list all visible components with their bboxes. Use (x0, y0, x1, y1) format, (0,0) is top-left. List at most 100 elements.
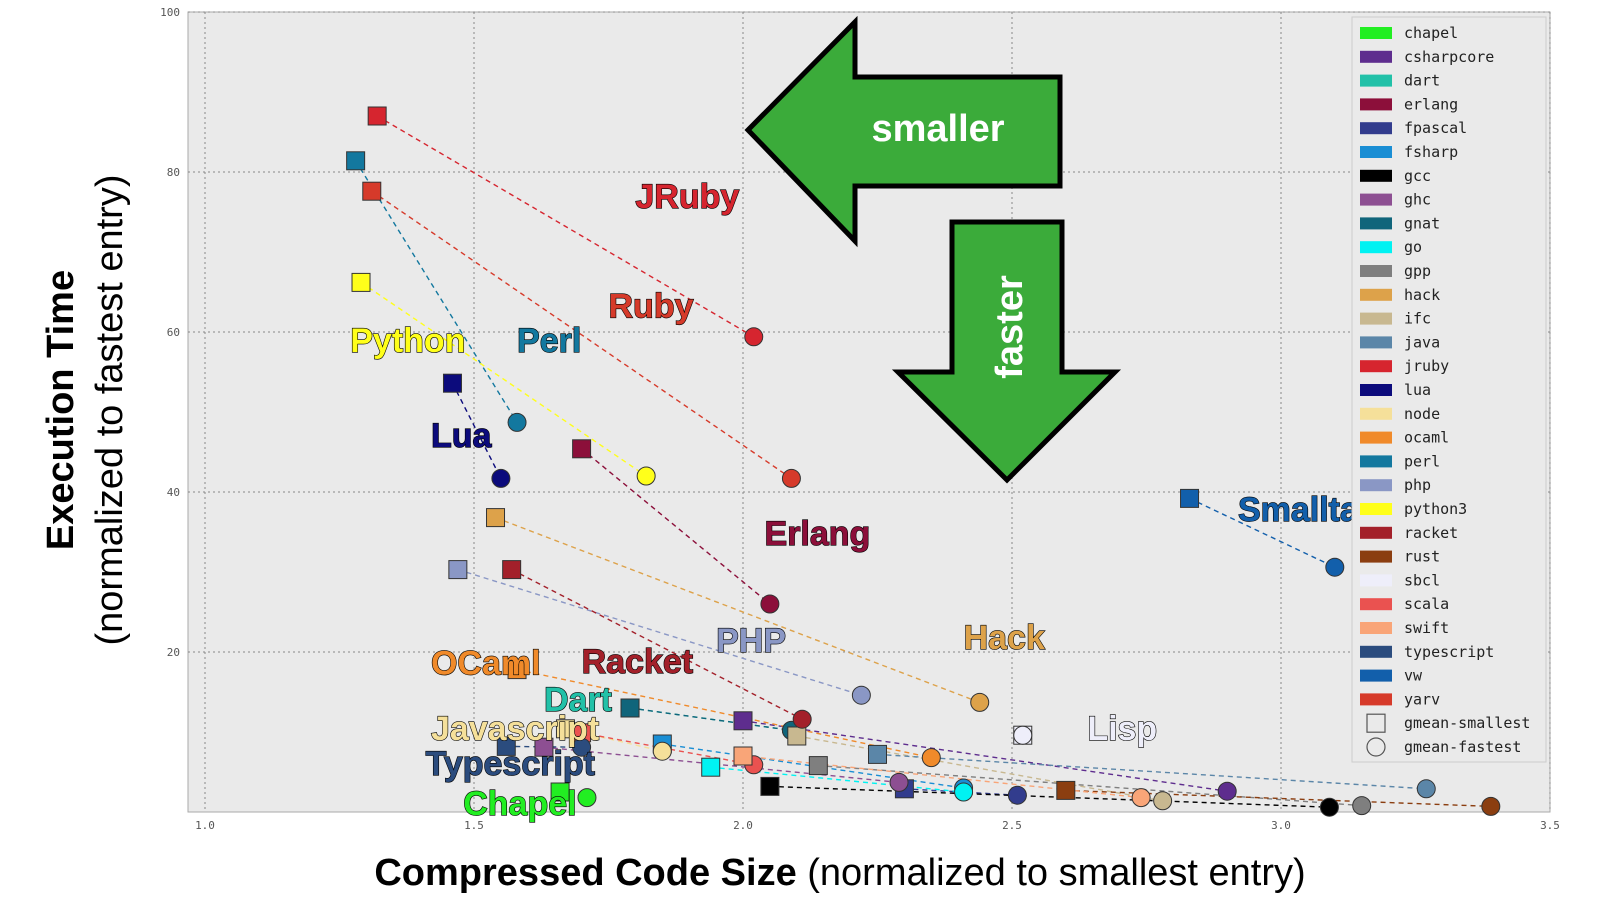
connector-gpp (818, 764, 1362, 807)
label-jruby: JRuby (635, 178, 739, 216)
legend-swatch-gpp (1360, 265, 1392, 277)
connector-perl (355, 160, 518, 423)
legend-label-gpp: gpp (1404, 262, 1431, 280)
point-fastest-python3 (636, 466, 656, 486)
x-tick-label: 3.0 (1271, 819, 1291, 832)
point-fastest-rust (1481, 796, 1501, 816)
legend-swatch-perl (1360, 455, 1392, 468)
legend-label-scala: scala (1404, 595, 1449, 613)
connector-go (710, 766, 964, 793)
smaller-arrow-shape (744, 15, 1063, 248)
point-fastest-lua (491, 468, 511, 488)
series-connectors (355, 115, 1491, 808)
legend-label-jruby: jruby (1404, 357, 1449, 375)
point-fastest-ifc (1153, 791, 1173, 811)
smaller-arrow-label: smaller (871, 108, 1004, 150)
point-fastest-ocaml (921, 748, 941, 768)
legend-swatch-java (1360, 336, 1392, 349)
legend-label-fpascal: fpascal (1404, 119, 1467, 137)
point-smallest-java (868, 744, 887, 764)
point-fastest-gpp (1352, 796, 1372, 816)
legend-label-ocaml: ocaml (1404, 429, 1449, 447)
y-axis-ticks: 20 40 60 80 100 (160, 6, 180, 659)
point-fastest-perl (507, 412, 527, 432)
label-dart: Dart (544, 681, 612, 719)
legend-label-python3: python3 (1404, 500, 1467, 518)
legend-label-sbcl: sbcl (1404, 571, 1440, 589)
point-fastest-java (1416, 779, 1436, 799)
legend-marker-circle (1366, 737, 1386, 757)
legend-label-dart: dart (1404, 72, 1440, 90)
point-fastest-chapel (577, 788, 597, 808)
point-smallest-perl (346, 151, 366, 171)
connector-python3 (360, 281, 647, 477)
legend-swatch-chapel (1360, 27, 1392, 39)
legend-marker-square (1366, 713, 1386, 733)
point-smallest-hack (486, 508, 506, 528)
legend-label-fsharp: fsharp (1404, 143, 1458, 161)
legend-swatch-csharpcore (1360, 50, 1392, 63)
connector-gcc (769, 785, 1330, 808)
connector-ghc (543, 746, 900, 784)
legend-label-chapel: chapel (1404, 24, 1458, 42)
label-lisp: Lisp (1087, 710, 1157, 748)
label-typescript: Typescript (426, 745, 595, 783)
legend-swatch-go (1360, 241, 1392, 254)
legend-swatch-hack (1360, 288, 1392, 301)
point-smallest-python3 (351, 272, 371, 292)
point-smallest-chapel (550, 782, 570, 802)
label-python: Python (350, 322, 465, 360)
legend-label-hack: hack (1404, 286, 1440, 304)
legend-swatch-yarv (1360, 693, 1392, 706)
label-chapel: Chapel (463, 785, 576, 823)
y-axis-title-bold: Execution Time (40, 270, 82, 550)
point-smallest-gpp (808, 756, 828, 776)
point-fastest-typescript (572, 737, 592, 757)
point-smallest-go (701, 757, 721, 777)
connector-node (565, 728, 663, 752)
x-axis-title-bold: Compressed Code Size (374, 852, 796, 894)
x-axis-ticks: 1.0 1.5 2.0 2.5 3.0 3.5 (195, 819, 1560, 832)
point-fastest-hack (970, 692, 990, 712)
label-ruby: Ruby (609, 288, 694, 326)
connector-gnat (629, 707, 792, 732)
legend-label-java: java (1404, 333, 1440, 351)
label-php: PHP (716, 622, 786, 660)
label-javascript: Javascript (431, 710, 599, 748)
point-smallest-ifc (787, 726, 807, 746)
point-fastest-php (851, 685, 871, 705)
point-fastest-erlang (760, 594, 780, 614)
legend-swatch-racket (1360, 526, 1392, 539)
legend-swatch-fpascal (1360, 122, 1392, 135)
legend-label-gmean-fastest: gmean-fastest (1404, 738, 1521, 756)
legend-swatch-sbcl (1360, 574, 1392, 587)
legend-swatch-fsharp (1360, 146, 1392, 158)
legend-label-php: php (1404, 476, 1431, 494)
x-axis-title-rest: (normalized to smallest entry) (797, 852, 1306, 894)
legend-label-gcc: gcc (1404, 167, 1431, 185)
point-smallest-typescript (496, 736, 516, 756)
legend-label-ifc: ifc (1404, 310, 1431, 328)
point-fastest-ghc (889, 772, 909, 792)
legend-swatch-swift (1360, 622, 1392, 634)
point-smallest-gcc (760, 776, 780, 796)
legend-swatch-gnat (1360, 217, 1392, 230)
point-fastest-csharpcore (1217, 781, 1237, 801)
legend-label-swift: swift (1404, 619, 1449, 637)
point-smallest-erlang (572, 439, 592, 459)
point-smallest-racket (502, 560, 522, 580)
point-smallest-ghc (534, 737, 554, 757)
legend-label-node: node (1404, 405, 1440, 423)
legend-label-yarv: yarv (1404, 690, 1440, 708)
connector-racket (511, 568, 803, 720)
point-fastest-fpascal (1007, 785, 1027, 805)
connector-erlang (581, 448, 771, 605)
point-smallest-vw (1180, 488, 1200, 508)
y-tick-label: 80 (167, 166, 180, 179)
x-tick-label: 1.5 (464, 819, 484, 832)
label-erlang: Erlang (765, 515, 871, 553)
y-tick-label: 40 (167, 486, 180, 499)
legend-label-lua: lua (1404, 381, 1431, 399)
grid (188, 11, 1551, 812)
